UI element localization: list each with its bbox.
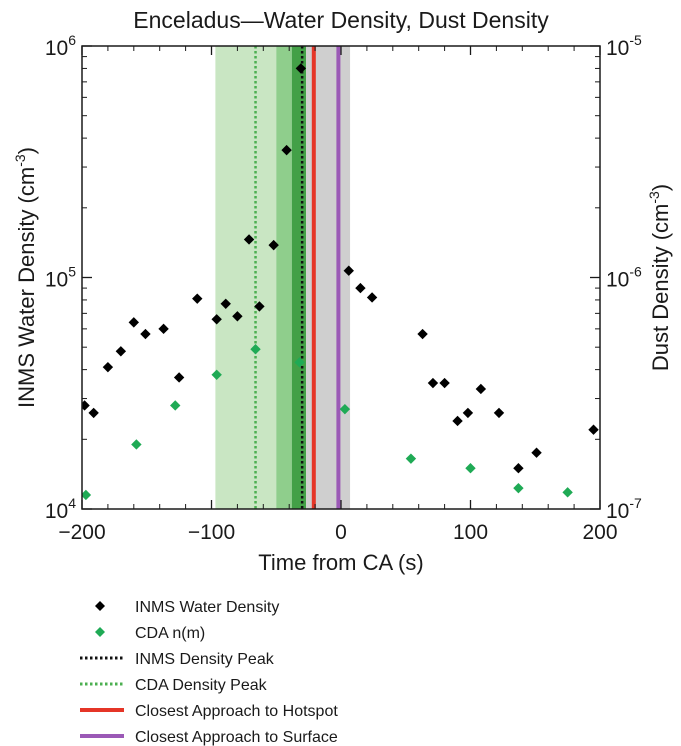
x-axis-label: Time from CA (s) <box>258 550 423 575</box>
data-point <box>339 403 351 415</box>
series-inms-water-density <box>82 63 599 474</box>
y-left-tick-label: 104 <box>45 495 76 523</box>
legend-label: INMS Density Peak <box>135 651 275 668</box>
band-0 <box>215 46 277 509</box>
legend-label: INMS Water Density <box>135 599 279 616</box>
data-point <box>281 144 292 156</box>
y-left-axis-label: INMS Water Density (cm-3) <box>12 147 39 408</box>
data-point <box>417 328 428 340</box>
data-point <box>220 298 231 309</box>
data-point <box>128 317 139 328</box>
legend-label: Closest Approach to Surface <box>135 729 338 746</box>
axes: −200 −100 0 100 200 104 105 106 10-7 10-6 10-5 Ence… <box>12 7 673 575</box>
data-point <box>102 361 114 373</box>
data-point <box>82 400 90 411</box>
data-point <box>211 369 222 380</box>
data-point <box>462 407 474 419</box>
legend-label: Closest Approach to Hotspot <box>135 703 338 720</box>
data-point <box>493 407 505 419</box>
data-point <box>115 346 127 357</box>
x-tick-label: 200 <box>582 521 617 544</box>
data-point <box>82 489 92 501</box>
data-point <box>170 400 181 411</box>
data-point <box>88 407 99 419</box>
band-1 <box>276 46 292 509</box>
y-left-tick-label: 106 <box>45 32 76 60</box>
data-point <box>232 311 243 322</box>
plot-content <box>82 46 599 509</box>
data-point <box>268 239 279 251</box>
data-point <box>192 293 203 304</box>
data-point <box>366 292 378 303</box>
data-point <box>588 424 599 435</box>
data-point <box>294 357 305 368</box>
legend-entry-inms-water-density: INMS Water Density <box>95 599 279 616</box>
data-point <box>427 377 439 389</box>
x-tick-label: 0 <box>335 521 347 544</box>
plot-area <box>82 46 599 509</box>
data-point <box>513 482 524 494</box>
legend-entry-closest-approach-to-surface: Closest Approach to Surface <box>80 729 338 746</box>
x-tick-label: −100 <box>188 521 235 544</box>
band-2 <box>291 46 307 509</box>
data-point <box>452 415 463 427</box>
data-point <box>513 463 524 474</box>
chart-title: Enceladus—Water Density, Dust Density <box>133 7 549 33</box>
data-point <box>343 265 354 276</box>
data-point <box>531 447 542 458</box>
legend-label: CDA n(m) <box>135 625 205 642</box>
legend-marker <box>95 627 105 637</box>
legend-label: CDA Density Peak <box>135 677 268 694</box>
data-point <box>355 282 366 294</box>
y-right-tick-label: 10-6 <box>606 264 642 292</box>
data-point <box>439 377 450 389</box>
data-point <box>475 383 487 395</box>
data-point <box>465 463 476 474</box>
legend-marker <box>95 601 105 611</box>
y-left-tick-label: 105 <box>45 264 76 292</box>
data-point <box>562 487 573 498</box>
data-point <box>254 301 265 312</box>
data-point <box>173 372 185 383</box>
legend: INMS Water Density CDA n(m) INMS Density P… <box>80 599 338 746</box>
legend-entry-closest-approach-to-hotspot: Closest Approach to Hotspot <box>80 703 338 720</box>
legend-entry-inms-density-peak: INMS Density Peak <box>80 651 275 668</box>
x-tick-label: 100 <box>453 521 488 544</box>
legend-entry-cda-density-peak: CDA Density Peak <box>80 677 268 694</box>
data-point <box>131 439 142 450</box>
data-point <box>158 323 169 335</box>
series-cda-n-m- <box>82 344 573 501</box>
data-point <box>243 234 255 245</box>
x-tick-label: −200 <box>58 521 105 544</box>
legend-entry-cda-n-m-: CDA n(m) <box>95 625 205 642</box>
data-point <box>295 63 307 74</box>
y-right-axis-label: Dust Density (cm-3) <box>646 184 673 371</box>
data-point <box>405 453 417 464</box>
data-point <box>250 344 261 355</box>
data-point <box>211 314 222 325</box>
data-point <box>140 328 151 340</box>
y-right-tick-label: 10-7 <box>606 495 642 523</box>
y-right-tick-label: 10-5 <box>606 32 642 60</box>
